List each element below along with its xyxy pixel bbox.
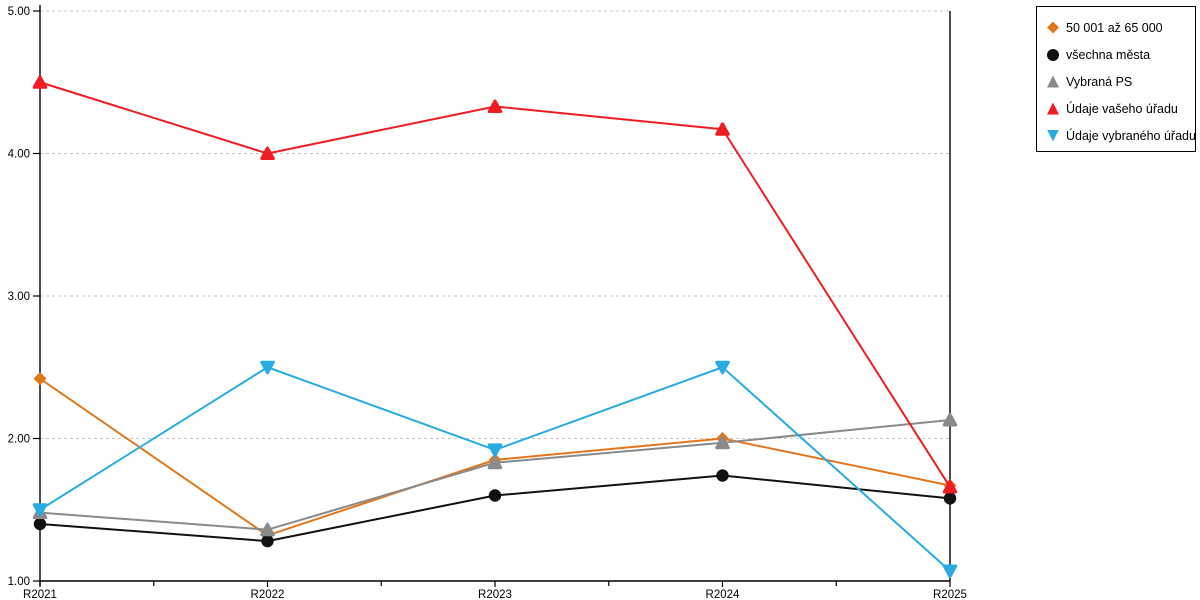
triangle-up-marker-icon: [260, 522, 275, 537]
triangle-up-marker-icon: [260, 146, 275, 160]
triangle-up-marker-icon: [715, 435, 730, 450]
triangle-up-marker-icon: [942, 479, 958, 494]
legend-label: Vybraná PS: [1066, 74, 1133, 89]
diamond-marker-icon: [33, 372, 47, 386]
circle-marker-icon: [261, 534, 274, 548]
triangle-down-marker-icon: [487, 443, 503, 457]
legend-item-3: Údaje vašeho úřadu: [1047, 95, 1195, 122]
triangle-down-marker-icon: [715, 360, 730, 375]
circle-marker-icon: [716, 469, 729, 482]
diamond-marker-icon: [1047, 21, 1059, 34]
legend-item-0: 50 001 až 65 000: [1047, 14, 1195, 41]
circle-marker-icon: [1047, 48, 1059, 61]
series-line: [39, 418, 951, 531]
x-tick-label: R2021: [23, 589, 57, 600]
legend-item-4: Údaje vybraného úřadu: [1047, 122, 1196, 149]
legend-label: Údaje vybraného úřadu: [1066, 128, 1196, 143]
legend-item-1: všechna města: [1047, 41, 1195, 68]
triangle-up-marker-icon: [487, 99, 503, 113]
circle-marker-icon: [33, 517, 47, 531]
x-tick-label: R2025: [933, 589, 967, 600]
triangle-up-marker-icon: [1047, 75, 1059, 88]
circle-marker-icon: [943, 492, 957, 505]
triangle-up-marker-icon: [1047, 102, 1059, 115]
x-tick-label: R2022: [251, 589, 285, 600]
y-tick-label: 5.00: [8, 6, 30, 18]
y-tick-label: 1.00: [8, 576, 30, 588]
x-tick-label: R2024: [706, 589, 740, 600]
legend: 50 001 až 65 000 všechna města Vybraná P…: [1036, 6, 1196, 152]
triangle-up-marker-icon: [32, 75, 48, 89]
y-tick-label: 2.00: [8, 434, 30, 446]
series-line: [39, 81, 951, 488]
legend-label: Údaje vašeho úřadu: [1066, 101, 1178, 116]
legend-label: 50 001 až 65 000: [1066, 20, 1163, 35]
triangle-down-marker-icon: [1047, 129, 1059, 142]
x-tick-label: R2023: [478, 589, 512, 600]
y-tick-label: 3.00: [8, 291, 30, 303]
legend-item-2: Vybraná PS: [1047, 68, 1195, 95]
triangle-up-marker-icon: [487, 455, 503, 470]
triangle-down-marker-icon: [942, 564, 958, 579]
circle-marker-icon: [488, 489, 502, 502]
triangle-down-marker-icon: [32, 503, 48, 517]
triangle-up-marker-icon: [715, 122, 730, 136]
series-line: [39, 474, 951, 543]
triangle-down-marker-icon: [260, 360, 275, 375]
y-tick-label: 4.00: [8, 149, 30, 161]
triangle-up-marker-icon: [942, 412, 958, 427]
legend-label: všechna města: [1066, 47, 1151, 62]
